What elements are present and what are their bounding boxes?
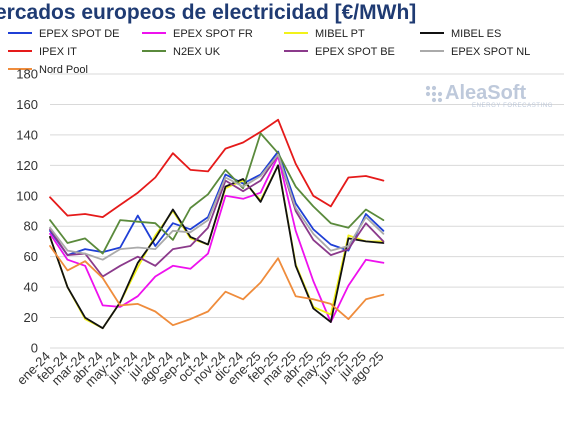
legend-item: IPEX IT xyxy=(8,46,77,58)
legend-label: IPEX IT xyxy=(39,46,77,58)
legend-label: Nord Pool xyxy=(39,64,88,76)
y-tick-label: 80 xyxy=(24,219,38,234)
legend-item: Nord Pool xyxy=(8,64,88,76)
y-tick-label: 100 xyxy=(16,188,38,203)
y-tick-label: 60 xyxy=(24,249,38,264)
series-line-n2ex-uk xyxy=(49,132,385,255)
x-axis: ene-24feb-24mar-24abr-24may-24jun-24jul-… xyxy=(14,349,387,390)
legend-item: EPEX SPOT DE xyxy=(8,28,120,40)
series-lines xyxy=(49,118,385,330)
legend-label: EPEX SPOT DE xyxy=(39,28,120,40)
grid xyxy=(50,73,564,349)
legend-label: MIBEL PT xyxy=(315,28,365,40)
legend-item: MIBEL PT xyxy=(284,28,365,40)
y-tick-label: 140 xyxy=(16,127,38,142)
legend: EPEX SPOT DE EPEX SPOT FR MIBEL PT MIBEL ES… xyxy=(8,28,530,76)
y-tick-label: 0 xyxy=(31,341,38,356)
series-line-epex-spot-de xyxy=(49,150,385,257)
legend-item: EPEX SPOT FR xyxy=(142,28,253,40)
logo-text: AleaSoft xyxy=(445,82,526,104)
legend-label: EPEX SPOT NL xyxy=(451,46,530,58)
y-tick-label: 160 xyxy=(16,97,38,112)
legend-item: EPEX SPOT NL xyxy=(420,46,530,58)
legend-label: MIBEL ES xyxy=(451,28,501,40)
chart-title: ercados europeos de electricidad [€/MWh] xyxy=(0,1,417,24)
series-line-mibel-es xyxy=(49,164,385,330)
y-tick-label: 40 xyxy=(24,280,38,295)
series-line-epex-spot-be xyxy=(49,153,385,278)
y-tick-label: 180 xyxy=(16,67,38,82)
series-line-mibel-pt xyxy=(49,164,385,330)
legend-item: N2EX UK xyxy=(142,46,221,58)
legend-item: EPEX SPOT BE xyxy=(284,46,395,58)
y-tick-label: 120 xyxy=(16,158,38,173)
legend-label: N2EX UK xyxy=(173,46,221,58)
logo-tagline: ENERGY FORECASTING xyxy=(472,103,553,109)
y-tick-label: 20 xyxy=(24,310,38,325)
y-axis: 0 20 40 60 80 100 120 140 160 180 xyxy=(16,67,38,356)
logo-dots-icon xyxy=(425,85,443,103)
legend-label: EPEX SPOT BE xyxy=(315,46,395,58)
series-line-epex-spot-nl xyxy=(49,153,385,261)
series-line-epex-spot-fr xyxy=(49,155,385,324)
aleasoft-logo: AleaSoft ENERGY FORECASTING xyxy=(425,82,553,109)
legend-item: MIBEL ES xyxy=(420,28,501,40)
legend-label: EPEX SPOT FR xyxy=(173,28,253,40)
series-line-ipex-it xyxy=(49,118,385,219)
series-line-nord-pool xyxy=(49,245,385,327)
